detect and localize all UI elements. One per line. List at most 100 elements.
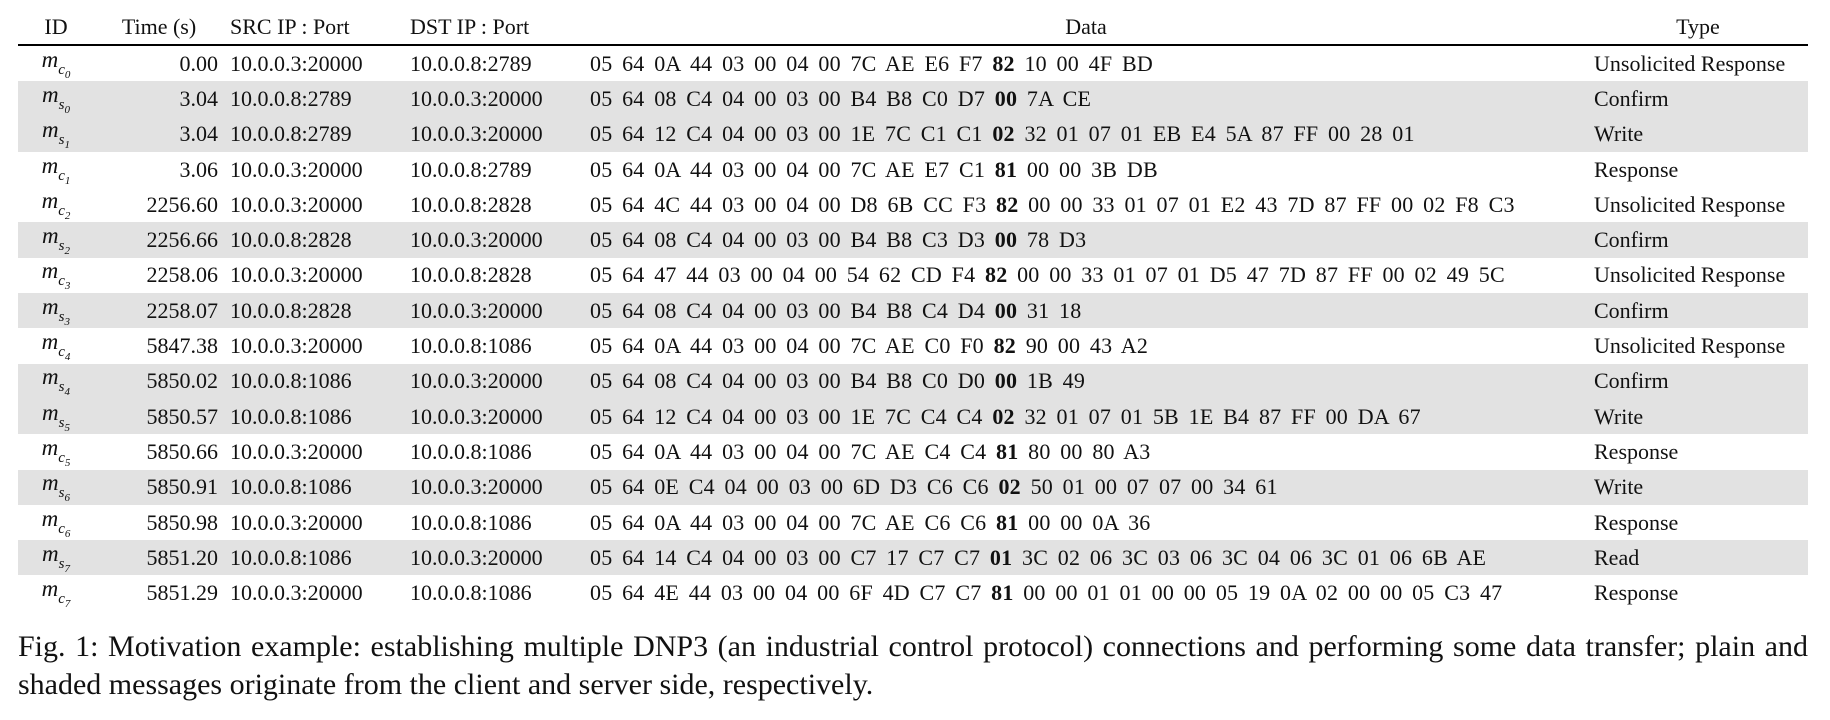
type-cell: Confirm — [1588, 222, 1808, 258]
data-prefix: 05 64 12 C4 04 00 03 00 1E 7C C4 C4 — [590, 403, 983, 429]
src-cell: 10.0.0.3:20000 — [230, 262, 363, 288]
data-cell: 05 64 14 C4 04 00 03 00 C7 17 C7 C7 01 3… — [584, 540, 1588, 576]
message-id: mc3 — [41, 258, 71, 293]
dnp3-message-table: ID Time (s) SRC IP : Port DST IP : Port … — [18, 10, 1808, 611]
message-id: ms3 — [18, 293, 94, 329]
data-prefix: 05 64 0A 44 03 00 04 00 7C AE E7 C1 — [590, 156, 986, 182]
message-index: 5 — [64, 421, 70, 434]
header-dst: DST IP : Port — [404, 10, 584, 46]
data-prefix: 05 64 4E 44 03 00 04 00 6F 4D C7 C7 — [590, 580, 982, 606]
dst-cell: 10.0.0.3:20000 — [404, 293, 584, 329]
message-id: ms2 — [18, 222, 94, 258]
dst-cell: 10.0.0.8:2789 — [410, 156, 532, 182]
src-cell: 10.0.0.8:1086 — [224, 469, 404, 505]
data-function-code: 81 — [996, 438, 1019, 464]
message-side: c — [58, 344, 65, 361]
message-side: c — [58, 449, 65, 466]
src-cell: 10.0.0.8:1086 — [224, 363, 404, 399]
dst-cell: 10.0.0.3:20000 — [404, 540, 584, 576]
message-side: c — [58, 520, 65, 537]
data-suffix: 90 00 43 A2 — [1025, 333, 1149, 359]
message-id: mc0 — [41, 46, 71, 81]
data-prefix: 05 64 08 C4 04 00 03 00 B4 B8 C0 D0 — [590, 368, 986, 394]
data-function-code: 02 — [998, 474, 1021, 500]
message-id: mc7 — [41, 576, 71, 611]
table-row: mc6 5850.98 10.0.0.3:20000 10.0.0.8:1086 05 … — [18, 505, 1808, 540]
message-id: ms4 — [18, 363, 94, 399]
data-suffix: 10 00 4F BD — [1024, 50, 1153, 76]
data-cell: 05 64 0A 44 03 00 04 00 7C AE C6 C6 81 0… — [584, 505, 1588, 540]
message-id: mc6 — [41, 505, 71, 540]
type-cell: Write — [1588, 116, 1808, 152]
message-index: 0 — [64, 68, 71, 81]
header-src: SRC IP : Port — [224, 10, 404, 46]
dst-cell: 10.0.0.3:20000 — [404, 398, 584, 435]
type-cell: Write — [1588, 398, 1808, 435]
src-cell: 10.0.0.8:2828 — [224, 293, 404, 329]
time-cell: 5850.91 — [94, 469, 224, 505]
message-index: 0 — [64, 103, 70, 116]
message-id: ms7 — [18, 540, 94, 576]
data-function-code: 01 — [989, 544, 1013, 570]
data-prefix: 05 64 0A 44 03 00 04 00 7C AE C0 F0 — [590, 333, 984, 359]
data-suffix: 00 00 3B DB — [1026, 156, 1158, 182]
dst-cell: 10.0.0.8:1086 — [410, 438, 532, 464]
data-cell: 05 64 0A 44 03 00 04 00 7C AE E6 F7 82 1… — [584, 45, 1588, 81]
message-index: 1 — [64, 174, 71, 187]
message-side: s — [58, 132, 65, 149]
table-row: ms2 2256.66 10.0.0.8:2828 10.0.0.3:20000 05 … — [18, 222, 1808, 258]
data-cell: 05 64 0A 44 03 00 04 00 7C AE C4 C4 81 8… — [584, 434, 1588, 469]
src-cell: 10.0.0.8:2789 — [224, 116, 404, 152]
dst-cell: 10.0.0.3:20000 — [404, 363, 584, 399]
table-row: ms0 3.04 10.0.0.8:2789 10.0.0.3:20000 05 64 … — [18, 81, 1808, 117]
dst-cell: 10.0.0.3:20000 — [404, 81, 584, 117]
data-prefix: 05 64 0A 44 03 00 04 00 7C AE C4 C4 — [590, 438, 987, 464]
type-cell: Unsolicited Response — [1594, 50, 1786, 76]
data-prefix: 05 64 0A 44 03 00 04 00 7C AE E6 F7 — [590, 50, 983, 76]
message-id: mc1 — [41, 152, 71, 187]
data-suffix: 1B 49 — [1026, 368, 1086, 394]
figure-caption: Fig. 1: Motivation example: establishing… — [18, 630, 1808, 701]
dst-cell: 10.0.0.8:2828 — [410, 262, 532, 288]
data-function-code: 00 — [994, 227, 1018, 253]
table-row: mc4 5847.38 10.0.0.3:20000 10.0.0.8:1086 05 … — [18, 328, 1808, 363]
dst-cell: 10.0.0.8:2828 — [410, 191, 532, 217]
src-cell: 10.0.0.3:20000 — [230, 156, 363, 182]
message-index: 1 — [64, 139, 70, 152]
message-side: s — [58, 308, 65, 325]
src-cell: 10.0.0.3:20000 — [230, 509, 363, 535]
message-side: s — [58, 555, 65, 572]
type-cell: Response — [1594, 580, 1679, 606]
table-header-row: ID Time (s) SRC IP : Port DST IP : Port … — [18, 10, 1808, 46]
src-cell: 10.0.0.3:20000 — [230, 333, 363, 359]
data-function-code: 02 — [992, 121, 1015, 147]
message-id: mc2 — [41, 187, 71, 222]
table-row: ms6 5850.91 10.0.0.8:1086 10.0.0.3:20000 05 … — [18, 469, 1808, 505]
data-prefix: 05 64 47 44 03 00 04 00 54 62 CD F4 — [590, 262, 976, 288]
data-suffix: 00 00 33 01 07 01 D5 47 7D 87 FF 00 02 4… — [1017, 262, 1505, 288]
dst-cell: 10.0.0.8:1086 — [410, 580, 532, 606]
table-row: ms4 5850.02 10.0.0.8:1086 10.0.0.3:20000 05 … — [18, 363, 1808, 399]
time-cell: 2258.06 — [146, 262, 219, 288]
data-prefix: 05 64 12 C4 04 00 03 00 1E 7C C1 C1 — [590, 121, 983, 147]
data-suffix: 80 00 80 A3 — [1028, 438, 1151, 464]
type-cell: Response — [1594, 156, 1679, 182]
data-cell: 05 64 4C 44 03 00 04 00 D8 6B CC F3 82 0… — [584, 187, 1588, 222]
message-index: 3 — [64, 280, 71, 293]
data-cell: 05 64 12 C4 04 00 03 00 1E 7C C4 C4 02 3… — [584, 398, 1588, 435]
table-row: mc1 3.06 10.0.0.3:20000 10.0.0.8:2789 05 64 … — [18, 152, 1808, 187]
dst-cell: 10.0.0.8:1086 — [410, 333, 532, 359]
data-function-code: 00 — [994, 85, 1018, 111]
time-cell: 5847.38 — [146, 333, 219, 359]
data-function-code: 81 — [991, 580, 1014, 606]
time-cell: 5851.29 — [146, 580, 219, 606]
data-function-code: 82 — [992, 50, 1015, 76]
data-cell: 05 64 47 44 03 00 04 00 54 62 CD F4 82 0… — [584, 258, 1588, 293]
data-cell: 05 64 0E C4 04 00 03 00 6D D3 C6 C6 02 5… — [584, 469, 1588, 505]
type-cell: Response — [1594, 509, 1679, 535]
src-cell: 10.0.0.3:20000 — [230, 438, 363, 464]
type-cell: Unsolicited Response — [1594, 191, 1786, 217]
table-body: mc0 0.00 10.0.0.3:20000 10.0.0.8:2789 05 64 … — [18, 45, 1808, 611]
dst-cell: 10.0.0.8:2789 — [410, 50, 532, 76]
type-cell: Unsolicited Response — [1594, 262, 1786, 288]
